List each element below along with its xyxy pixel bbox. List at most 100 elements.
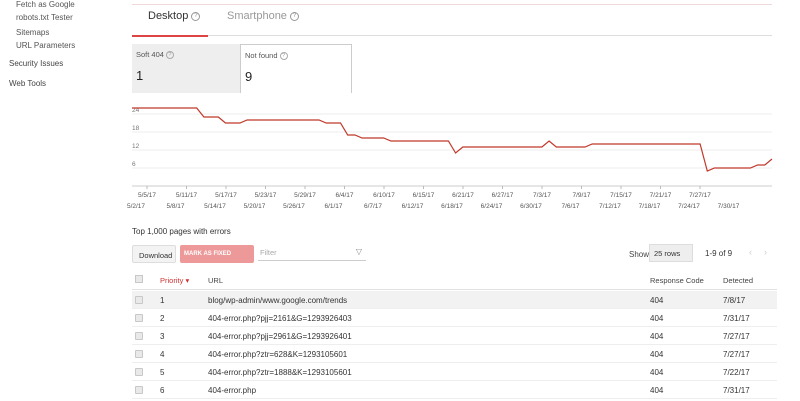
row-response-code: 404 [650,386,664,395]
column-header-url[interactable]: URL [208,276,224,285]
sidebar-item-sitemaps[interactable]: Sitemaps [16,28,50,37]
sidebar-item-security-issues[interactable]: Security Issues [9,59,64,68]
show-label: Show [629,250,650,259]
x-tick-label: 6/27/17 [492,192,514,199]
y-tick-label: 6 [132,161,136,168]
x-tick-label: 5/14/17 [204,203,226,210]
x-tick-label: 5/5/17 [138,192,156,199]
row-checkbox[interactable] [135,350,143,358]
help-icon[interactable]: ? [279,52,288,61]
help-icon[interactable]: ? [165,51,174,60]
row-priority: 1 [160,296,165,305]
next-page-icon[interactable]: › [764,247,767,257]
x-tick-label: 5/26/17 [283,203,305,210]
y-tick-label: 12 [132,143,140,150]
row-url[interactable]: 404-error.php?ztr=628&K=1293105601 [208,350,348,359]
row-priority: 2 [160,314,165,323]
row-detected: 7/27/17 [723,350,750,359]
table-title: Top 1,000 pages with errors [132,227,231,236]
row-checkbox[interactable] [135,386,143,394]
filter-input[interactable]: Filter ▽ [258,245,366,261]
page-range: 1-9 of 9 [705,249,733,258]
sidebar-item-web-tools[interactable]: Web Tools [9,79,47,88]
x-tick-label: 6/12/17 [402,203,424,210]
table-header-divider [132,289,777,290]
x-tick-label: 7/18/17 [639,203,661,210]
tab-bar-topline [132,4,772,5]
x-tick-label: 7/3/17 [533,192,551,199]
row-priority: 4 [160,350,165,359]
sort-down-icon: ▾ [185,276,190,285]
sidebar-item-robots-tester[interactable]: robots.txt Tester [16,13,73,22]
row-priority: 3 [160,332,165,341]
table-row[interactable]: 5 404-error.php?ztr=1888&K=1293105601 404 7… [132,363,777,381]
summary-soft-404[interactable]: Soft 404? 1 [132,44,240,93]
row-url[interactable]: 404-error.php?ztr=1888&K=1293105601 [208,368,352,377]
x-tick-label: 7/6/17 [561,203,579,210]
help-icon[interactable]: ? [289,11,299,21]
y-tick-label: 18 [132,125,140,132]
x-tick-label: 7/21/17 [650,192,672,199]
tab-desktop-label: Desktop [148,10,189,22]
row-response-code: 404 [650,296,664,305]
x-tick-label: 6/4/17 [335,192,353,199]
x-tick-label: 6/10/17 [373,192,395,199]
tab-desktop[interactable]: Desktop? [148,10,201,36]
table-row[interactable]: 6 404-error.php 404 7/31/17 [132,381,777,399]
filter-funnel-icon[interactable]: ▽ [355,247,362,256]
y-tick-label: 24 [132,107,140,114]
row-checkbox[interactable] [135,314,143,322]
row-detected: 7/31/17 [723,386,750,395]
sidebar-item-fetch-as-google[interactable]: Fetch as Google [16,0,75,9]
mark-as-fixed-button[interactable]: MARK AS FIXED [180,245,254,263]
series-line[interactable] [132,107,773,172]
sidebar-item-url-parameters[interactable]: URL Parameters [16,41,76,50]
x-tick-label: 7/12/17 [599,203,621,210]
row-checkbox[interactable] [135,368,143,376]
row-checkbox[interactable] [135,296,143,304]
row-url[interactable]: 404-error.php?pjj=2161&G=1293926403 [208,314,352,323]
x-tick-label: 5/8/17 [166,203,184,210]
x-tick-label: 5/11/17 [176,192,198,199]
x-tick-label: 6/7/17 [364,203,382,210]
select-all-checkbox[interactable] [135,275,143,283]
row-url[interactable]: blog/wp-admin/www.google.com/trends [208,296,348,305]
errors-chart: 6 12 18 24 5/5/17 5/11/17 5/17/17 5/23/17 5/29/1… [122,98,782,216]
row-priority: 5 [160,368,165,377]
x-tick-label: 7/9/17 [572,192,590,199]
device-tabs: Desktop? Smartphone? [132,6,772,36]
download-button[interactable]: Download [132,245,176,263]
row-priority: 6 [160,386,165,395]
summary-value: 1 [136,68,144,84]
row-detected: 7/27/17 [723,332,750,341]
row-response-code: 404 [650,314,664,323]
table-row[interactable]: 1 blog/wp-admin/www.google.com/trends 404 7… [132,291,777,309]
rows-per-page-select[interactable]: 25 rows [649,244,693,262]
tab-smartphone-label: Smartphone [227,10,287,22]
x-tick-label: 6/24/17 [481,203,503,210]
table-row[interactable]: 4 404-error.php?ztr=628&K=1293105601 404 7/… [132,345,777,363]
sidebar: Fetch as Google robots.txt Tester Sitema… [0,0,118,401]
row-detected: 7/31/17 [723,314,750,323]
prev-page-icon[interactable]: ‹ [749,247,752,257]
row-response-code: 404 [650,368,664,377]
row-url[interactable]: 404-error.php [208,386,257,395]
summary-not-found[interactable]: Not found? 9 [240,44,352,93]
row-response-code: 404 [650,332,664,341]
row-url[interactable]: 404-error.php?pjj=2961&G=1293926401 [208,332,352,341]
table-row[interactable]: 3 404-error.php?pjj=2961&G=1293926401 404 7… [132,327,777,345]
row-detected: 7/22/17 [723,368,750,377]
column-header-priority[interactable]: Priority ▾ [160,276,190,285]
tab-smartphone[interactable]: Smartphone? [227,10,299,36]
x-tick-label: 5/2/17 [127,203,145,210]
table-row[interactable]: 2 404-error.php?pjj=2161&G=1293926403 404 7… [132,309,777,327]
row-detected: 7/8/17 [723,296,746,305]
x-tick-label: 5/29/17 [294,192,316,199]
help-icon[interactable]: ? [191,11,201,21]
x-tick-label: 5/17/17 [215,192,237,199]
column-header-detected[interactable]: Detected [723,276,754,285]
row-checkbox[interactable] [135,332,143,340]
x-tick-label: 6/21/17 [452,192,474,199]
x-tick-label: 6/1/17 [324,203,342,210]
column-header-response-code[interactable]: Response Code [650,276,704,285]
